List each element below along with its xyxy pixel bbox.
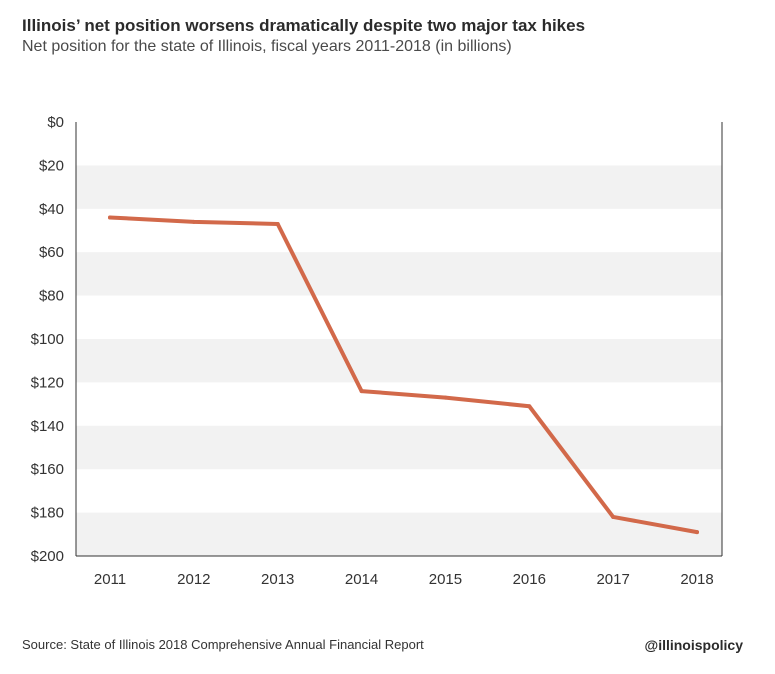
data-point (275, 221, 280, 226)
y-tick-label: $20 (39, 157, 64, 174)
x-tick-label: 2016 (513, 571, 546, 588)
series (108, 215, 699, 535)
x-tick-label: 2015 (429, 571, 462, 588)
y-tick-label: $200 (31, 548, 64, 565)
y-tick-label: $160 (31, 461, 64, 478)
grid-band (76, 339, 722, 383)
y-tick-label: $60 (39, 244, 64, 261)
chart-subtitle: Net position for the state of Illinois, … (22, 38, 512, 55)
y-tick-label: $140 (31, 418, 64, 435)
y-tick-label: $0 (47, 114, 64, 131)
x-tick-label: 2018 (680, 571, 713, 588)
y-axis: $0 $20 $40 $60 $80 $100 $120 $140 $160 $180 $200 (31, 114, 64, 565)
y-tick-label: $100 (31, 331, 64, 348)
y-tick-label: $40 (39, 201, 64, 218)
series-line (108, 215, 699, 535)
chart-title: Illinois’ net position worsens dramatica… (22, 16, 586, 35)
grid-band (76, 165, 722, 209)
data-point (191, 219, 196, 224)
x-tick-label: 2017 (596, 571, 629, 588)
grid-band (76, 252, 722, 296)
x-tick-label: 2014 (345, 571, 378, 588)
data-point (359, 389, 364, 394)
data-point (108, 215, 112, 220)
x-tick-label: 2011 (94, 571, 126, 588)
axis-frame (75, 122, 723, 557)
y-tick-label: $80 (39, 288, 64, 305)
twitter-handle[interactable]: @illinoispolicy (644, 637, 743, 653)
y-tick-label: $120 (31, 374, 64, 391)
x-tick-label: 2012 (177, 571, 210, 588)
x-axis: 2011 2012 2013 2014 2015 2016 2017 2018 (94, 571, 714, 588)
source-note: Source: State of Illinois 2018 Comprehen… (22, 637, 424, 652)
data-point (527, 404, 532, 409)
y-tick-label: $180 (31, 505, 64, 522)
data-point (611, 514, 616, 519)
grid-bands (76, 165, 722, 556)
data-point (443, 395, 448, 400)
grid-band (76, 512, 722, 556)
grid-band (76, 425, 722, 470)
data-point (695, 530, 699, 535)
x-tick-label: 2013 (261, 571, 294, 588)
